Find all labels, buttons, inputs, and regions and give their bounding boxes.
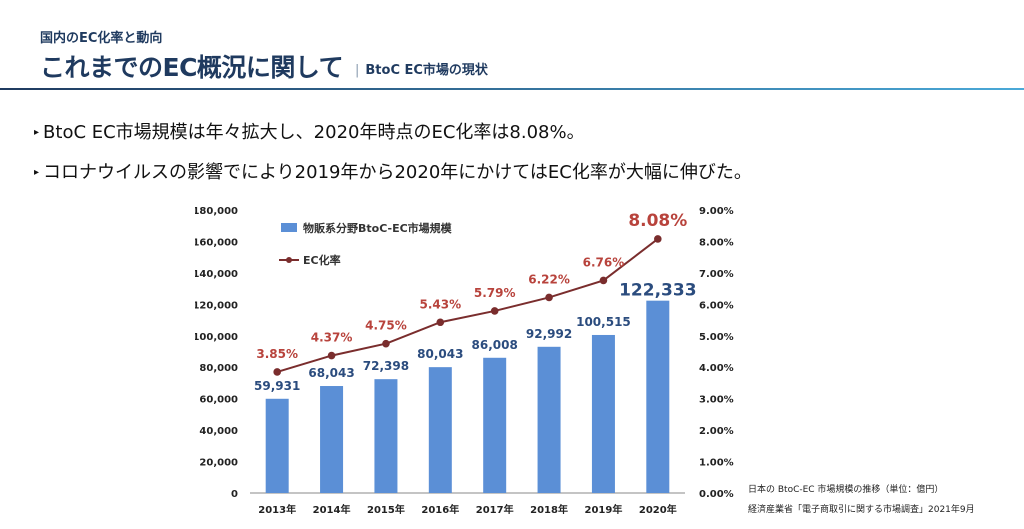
y-right-tick-label: 3.00% <box>699 395 734 406</box>
y-left-tick-label: 100,000 <box>195 332 238 343</box>
rate-value-label: 4.75% <box>365 319 407 333</box>
y-left-tick-label: 160,000 <box>195 237 238 248</box>
x-tick-label: 2013年 <box>258 503 296 516</box>
bar <box>537 346 561 493</box>
bar-value-label: 86,008 <box>472 338 518 352</box>
legend-line-marker <box>286 257 292 263</box>
bullet-text: BtoC EC市場規模は年々拡大し、2020年時点のEC化率は8.08%。 <box>43 122 585 143</box>
y-left-tick-label: 140,000 <box>195 269 238 280</box>
legend-line-label: EC化率 <box>303 253 341 267</box>
rate-value-label: 3.85% <box>256 347 298 361</box>
bar-value-label: 100,515 <box>576 315 631 329</box>
x-tick-label: 2015年 <box>367 503 405 516</box>
x-tick-label: 2020年 <box>639 503 677 516</box>
y-right-tick-label: 4.00% <box>699 363 734 374</box>
bullet-marker: ▸ <box>34 167 40 178</box>
y-right-tick-label: 6.00% <box>699 300 734 311</box>
y-left-tick-label: 80,000 <box>199 363 238 374</box>
bar-value-label: 72,398 <box>363 359 409 373</box>
x-tick-label: 2018年 <box>530 503 568 516</box>
ec-rate-point <box>545 293 553 302</box>
y-right-tick-label: 5.00% <box>699 332 734 343</box>
bar-value-label: 122,333 <box>619 281 696 301</box>
y-left-tick-label: 120,000 <box>195 300 238 311</box>
bar <box>374 379 398 493</box>
page-subtitle: | BtoC EC市場の現状 <box>355 59 488 78</box>
legend-bar-label: 物販系分野BtoC-EC市場規模 <box>303 221 453 235</box>
bar-value-label: 59,931 <box>254 379 300 393</box>
ec-rate-point <box>490 307 499 315</box>
bar-value-label: 68,043 <box>308 366 354 380</box>
header-rule <box>0 88 1024 90</box>
x-tick-label: 2017年 <box>476 503 514 516</box>
y-left-tick-label: 60,000 <box>199 395 238 406</box>
rate-value-label: 5.79% <box>474 286 516 300</box>
chart-source-citation: 経済産業省「電子商取引に関する市場調査」2021年9月 <box>748 505 975 515</box>
y-left-tick-label: 0 <box>231 489 238 500</box>
y-right-tick-label: 0.00% <box>699 489 734 500</box>
x-tick-label: 2016年 <box>421 503 459 516</box>
bullet-item: ▸ コロナウイルスの影響でにより2019年から2020年にかけてはEC化率が大幅に… <box>34 158 752 184</box>
rate-value-label: 4.37% <box>311 331 353 345</box>
y-left-tick-label: 180,000 <box>195 206 238 217</box>
ec-rate-point <box>654 235 662 243</box>
chart-source-caption: 日本の BtoC-EC 市場規模の推移（単位：億円） <box>748 485 944 495</box>
ec-rate-point <box>436 318 445 327</box>
ec-rate-point <box>382 339 390 348</box>
y-right-tick-label: 2.00% <box>699 426 734 437</box>
y-left-tick-label: 20,000 <box>199 458 238 469</box>
ec-rate-point <box>273 368 281 376</box>
y-right-tick-label: 8.00% <box>699 237 734 248</box>
bar <box>265 398 289 493</box>
x-tick-label: 2019年 <box>585 503 623 516</box>
bar-value-label: 92,992 <box>526 327 572 341</box>
rate-value-label: 6.76% <box>583 255 625 269</box>
y-right-tick-label: 7.00% <box>699 269 734 280</box>
bullet-text: コロナウイルスの影響でにより2019年から2020年にかけてはEC化率が大幅に伸… <box>43 162 752 183</box>
x-tick-label: 2014年 <box>313 503 351 516</box>
bar <box>646 300 670 493</box>
bar <box>591 334 615 493</box>
bullet-item: ▸ BtoC EC市場規模は年々拡大し、2020年時点のEC化率は8.08%。 <box>34 118 585 144</box>
subtitle-divider: | <box>355 63 360 78</box>
legend-bar-swatch <box>281 223 297 232</box>
y-right-tick-label: 1.00% <box>699 458 734 469</box>
chart-svg: 0 20,000 40,000 60,000 80,000 100,000 120,000 1… <box>192 206 734 516</box>
ec-market-chart: 0 20,000 40,000 60,000 80,000 100,000 120,000 1… <box>192 196 745 525</box>
ec-rate-line <box>276 238 659 373</box>
y-right-tick-label: 9.00% <box>699 206 734 217</box>
ec-rate-point <box>327 351 336 360</box>
bar <box>320 386 344 493</box>
bar-value-label: 80,043 <box>417 347 463 361</box>
rate-value-label: 8.08% <box>628 211 687 231</box>
page-title: これまでのEC概況に関して <box>40 53 344 82</box>
subtitle-text: BtoC EC市場の現状 <box>365 63 488 78</box>
bar <box>483 357 507 493</box>
section-kicker: 国内のEC化率と動向 <box>40 31 163 46</box>
bar <box>428 367 452 493</box>
y-left-tick-label: 40,000 <box>199 426 238 437</box>
bullet-marker: ▸ <box>34 127 40 138</box>
rate-value-label: 5.43% <box>419 297 461 311</box>
rate-value-label: 6.22% <box>528 272 570 286</box>
ec-rate-point <box>599 276 608 285</box>
